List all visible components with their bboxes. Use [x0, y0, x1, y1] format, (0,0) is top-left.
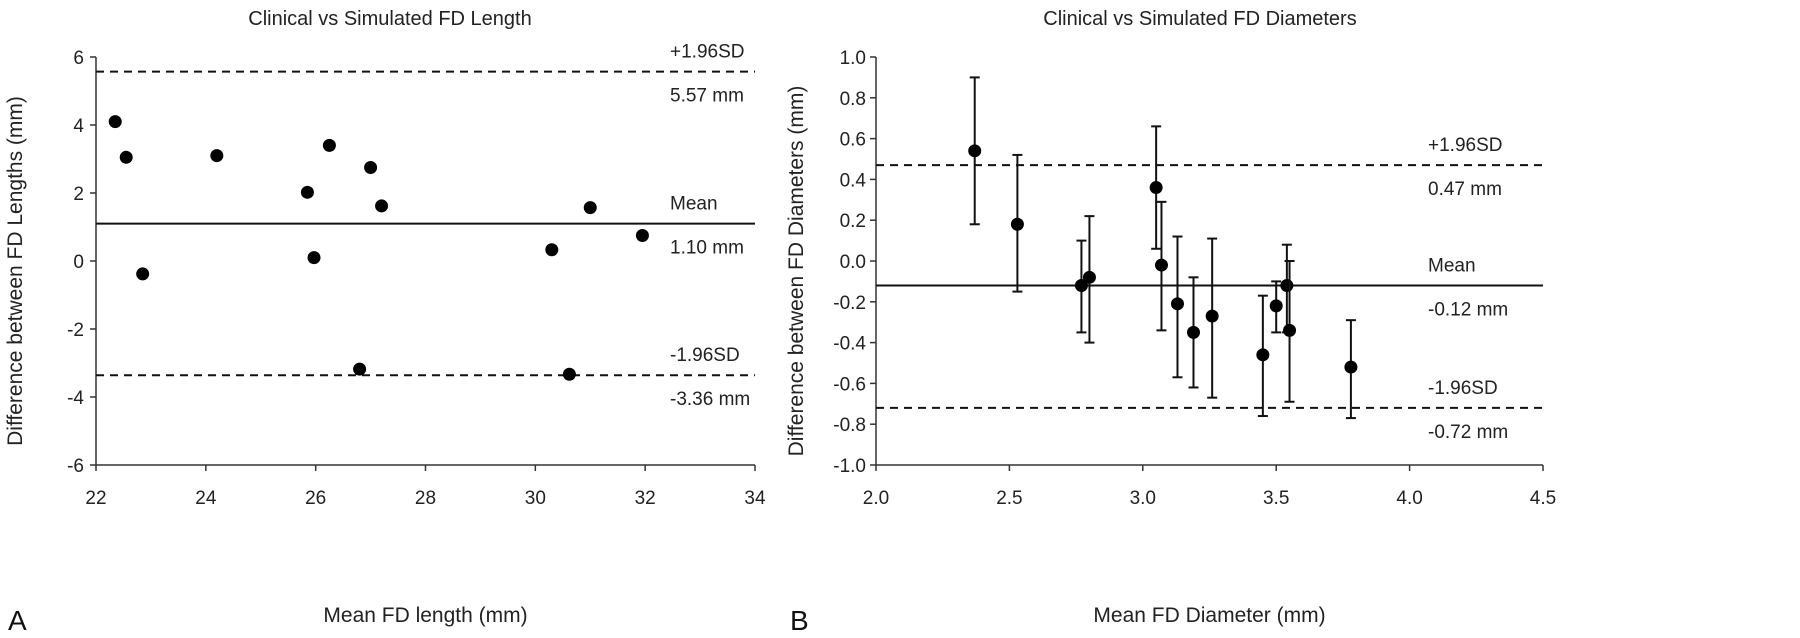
x-tick-label: 22 — [85, 488, 106, 509]
lower-line-label: -1.96SD — [1428, 378, 1498, 399]
y-tick-label: -0.6 — [833, 374, 866, 395]
data-point — [1344, 360, 1358, 374]
data-point — [136, 267, 150, 281]
data-point — [583, 201, 597, 215]
data-point — [322, 138, 336, 152]
data-point — [1082, 270, 1096, 284]
upper-line-value: 5.57 mm — [670, 86, 744, 107]
x-tick-label: 3.0 — [1130, 488, 1156, 509]
y-tick-label: 0.0 — [840, 252, 866, 273]
y-axis-label: Difference between FD Lengths (mm) — [4, 96, 27, 446]
x-tick-label: 3.5 — [1263, 488, 1289, 509]
x-axis-label: Mean FD length (mm) — [323, 604, 527, 627]
upper-line-value: 0.47 mm — [1428, 179, 1502, 200]
y-tick-label: -0.8 — [833, 415, 866, 436]
y-axis-label: Difference between FD Diameters (mm) — [785, 86, 808, 457]
data-point — [1149, 181, 1163, 195]
y-tick-label: 1.0 — [840, 48, 866, 69]
lower-line-value: -3.36 mm — [670, 389, 750, 410]
y-tick-label: 0.6 — [840, 130, 866, 151]
data-point — [635, 229, 649, 242]
y-tick-label: 0.8 — [840, 89, 866, 110]
x-tick-label: 2.0 — [863, 488, 889, 509]
x-tick-label: 4.5 — [1530, 488, 1556, 509]
y-tick-label: 2 — [73, 184, 84, 205]
x-tick-label: 28 — [415, 488, 436, 509]
x-tick-label: 4.0 — [1396, 488, 1422, 509]
chart-panel-b: Clinical vs Simulated FD Diameters B 1.0 0.… — [785, 8, 1556, 636]
y-tick-label: -0.2 — [833, 293, 866, 314]
data-point — [364, 161, 378, 174]
lower-line-value: -0.72 mm — [1428, 422, 1508, 443]
x-tick-label: 26 — [305, 488, 326, 509]
data-point — [1283, 323, 1297, 337]
data-point — [375, 199, 389, 213]
x-tick-label: 2.5 — [996, 488, 1022, 509]
data-point — [1074, 278, 1088, 292]
data-point — [1010, 217, 1024, 231]
panel-label: A — [8, 605, 27, 636]
data-point — [1186, 325, 1200, 339]
data-point — [1269, 299, 1283, 313]
mean-line-value: -0.12 mm — [1428, 299, 1508, 320]
data-point — [307, 251, 321, 265]
chart-title: Clinical vs Simulated FD Diameters — [1043, 8, 1356, 30]
x-tick-label: 30 — [525, 488, 546, 509]
y-tick-label: 0.4 — [840, 170, 867, 191]
panel-label: B — [790, 605, 809, 636]
data-point — [119, 150, 133, 164]
data-point — [353, 362, 367, 376]
y-tick-label: -2 — [67, 320, 84, 341]
y-tick-label: 4 — [73, 116, 84, 137]
data-point — [562, 367, 576, 381]
y-tick-label: 6 — [73, 48, 84, 69]
chart-panel-a: Clinical vs Simulated FD Length A 6 4 2 0 -2 -4… — [4, 8, 766, 636]
y-tick-label: -1.0 — [833, 456, 866, 477]
y-tick-label: -4 — [67, 388, 84, 409]
x-tick-label: 32 — [635, 488, 656, 509]
mean-line-label: Mean — [670, 194, 718, 215]
data-point — [968, 144, 982, 158]
data-point — [1205, 309, 1219, 323]
data-point — [210, 149, 224, 163]
upper-line-label: +1.96SD — [670, 42, 744, 63]
data-point — [1154, 258, 1168, 272]
chart-title: Clinical vs Simulated FD Length — [248, 8, 531, 30]
data-point — [300, 185, 314, 199]
y-tick-label: 0 — [73, 252, 84, 273]
data-point — [108, 115, 122, 129]
y-tick-label: -6 — [67, 456, 84, 477]
data-point — [1256, 348, 1270, 362]
x-axis-label: Mean FD Diameter (mm) — [1093, 604, 1325, 627]
y-tick-label: -0.4 — [833, 334, 866, 355]
data-point — [1170, 297, 1184, 311]
data-point — [545, 243, 559, 257]
mean-line-value: 1.10 mm — [670, 238, 744, 259]
x-tick-label: 24 — [195, 488, 217, 509]
x-tick-label: 34 — [744, 488, 766, 509]
lower-line-label: -1.96SD — [670, 345, 740, 366]
upper-line-label: +1.96SD — [1428, 135, 1502, 156]
mean-line-label: Mean — [1428, 255, 1476, 276]
data-point — [1280, 278, 1294, 292]
y-tick-label: 0.2 — [840, 211, 866, 232]
